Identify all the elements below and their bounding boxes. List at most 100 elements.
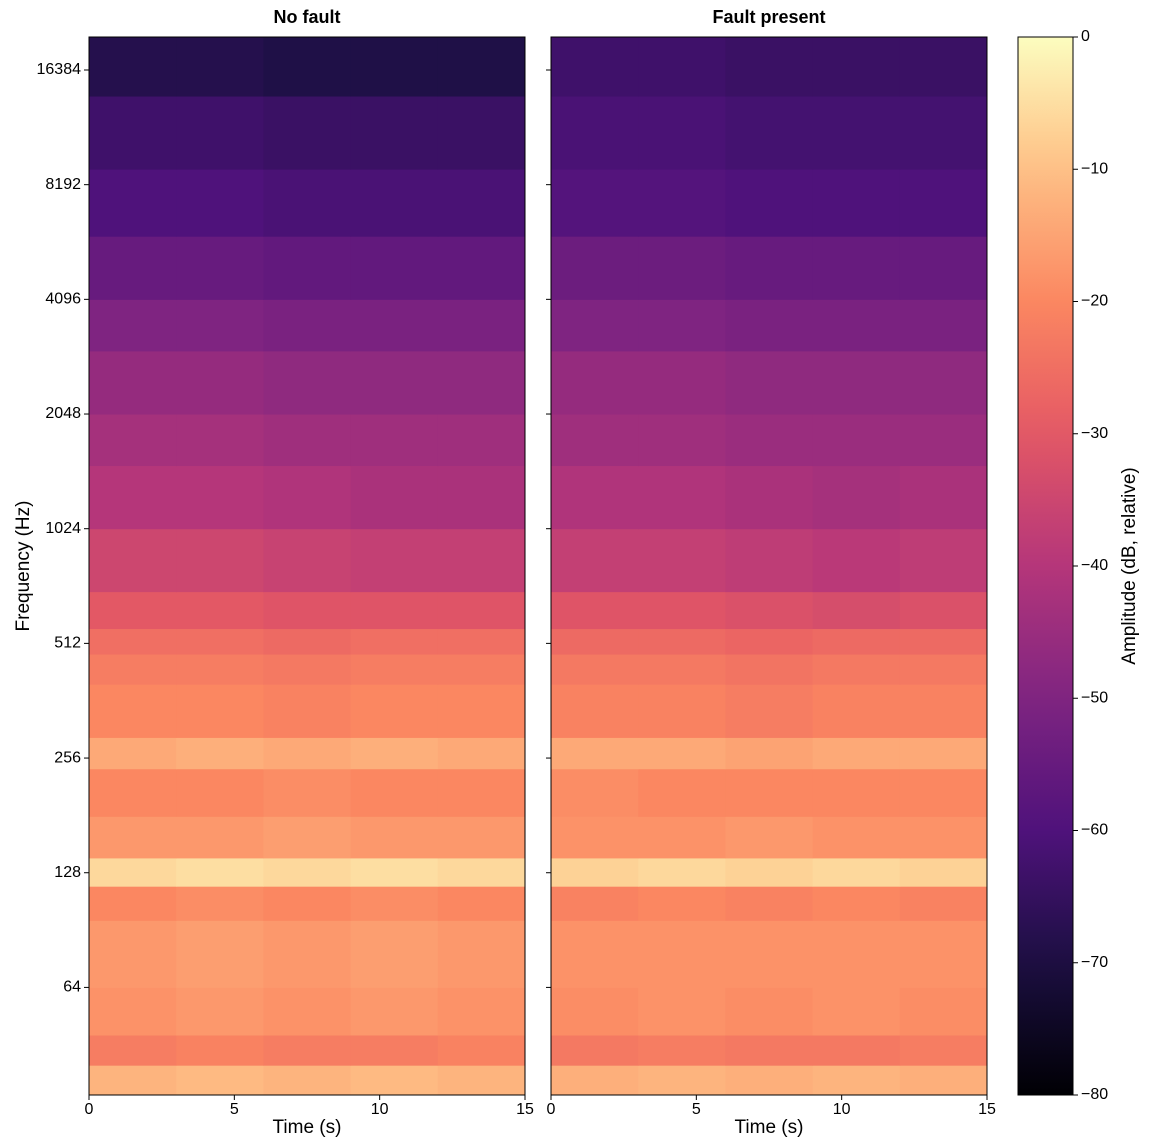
heatmap-cell	[176, 414, 264, 467]
heatmap-cell	[638, 628, 726, 655]
heatmap-cell	[812, 299, 901, 352]
y-tick-label: 4096	[45, 291, 81, 308]
heatmap-cell	[89, 768, 177, 817]
heatmap-cell	[350, 37, 439, 97]
x-axis-label: Time (s)	[273, 1117, 342, 1138]
heatmap-cell	[437, 768, 526, 817]
heatmap-cell	[551, 299, 639, 352]
heatmap-cell	[638, 465, 726, 530]
heatmap-cell	[263, 684, 352, 738]
colorbar	[1017, 36, 1074, 1096]
heatmap-cell	[899, 768, 988, 817]
heatmap-cell	[89, 465, 177, 530]
heatmap-cell	[725, 414, 814, 467]
x-tick-label: 15	[978, 1101, 996, 1118]
y-tick-label: 1024	[45, 520, 81, 537]
heatmap-cell	[263, 857, 352, 887]
heatmap-cell	[638, 886, 726, 921]
heatmap-cell	[899, 591, 988, 630]
heatmap-cell	[638, 169, 726, 237]
heatmap-cell	[899, 816, 988, 859]
heatmap-cell	[437, 236, 526, 300]
heatmap-cell	[176, 169, 264, 237]
heatmap-cell	[551, 169, 639, 237]
heatmap-cell	[350, 654, 439, 685]
heatmap-cell	[899, 987, 988, 1036]
x-tick-label: 10	[371, 1101, 389, 1118]
heatmap-cell	[899, 654, 988, 685]
heatmap-cell	[176, 654, 264, 685]
heatmap-cell	[899, 1065, 988, 1096]
heatmap-cell	[638, 684, 726, 738]
heatmap-cell	[350, 987, 439, 1036]
heatmap-cell	[638, 654, 726, 685]
colorbar-tick-label: −50	[1081, 689, 1108, 706]
heatmap-cell	[812, 768, 901, 817]
heatmap-cell	[89, 350, 177, 415]
heatmap-cell	[812, 886, 901, 921]
heatmap-cell	[263, 236, 352, 300]
heatmap-cell	[263, 1065, 352, 1096]
heatmap-cell	[899, 684, 988, 738]
heatmap-cell	[437, 654, 526, 685]
heatmap-cell	[350, 414, 439, 467]
heatmap-cell	[263, 37, 352, 97]
heatmap-cell	[350, 628, 439, 655]
heatmap-cell	[551, 920, 639, 988]
heatmap-cell	[176, 768, 264, 817]
heatmap-cell	[551, 684, 639, 738]
heatmap-cell	[263, 628, 352, 655]
colorbar-tick-label: −20	[1081, 293, 1108, 310]
heatmap-cell	[437, 1035, 526, 1066]
plot-frame	[88, 36, 526, 1096]
heatmap-cell	[437, 350, 526, 415]
heatmap-cell	[899, 920, 988, 988]
heatmap-cell	[551, 1035, 639, 1066]
x-tick-label: 0	[547, 1101, 556, 1118]
heatmap-cell	[899, 737, 988, 770]
heatmap-cell	[350, 1035, 439, 1066]
heatmap-cell	[176, 236, 264, 300]
heatmap-cell	[89, 1035, 177, 1066]
heatmap-cell	[89, 857, 177, 887]
colorbar-tick-label: −30	[1081, 425, 1108, 442]
heatmap-cell	[551, 987, 639, 1036]
heatmap-cell	[899, 857, 988, 887]
heatmap-cell	[263, 768, 352, 817]
heatmap-cell	[551, 465, 639, 530]
heatmap-cell	[350, 169, 439, 237]
heatmap-cell	[350, 920, 439, 988]
heatmap-cell	[899, 886, 988, 921]
heatmap-cell	[638, 591, 726, 630]
heatmap-cell	[638, 768, 726, 817]
heatmap-cell	[551, 591, 639, 630]
heatmap-cell	[725, 528, 814, 593]
heatmap-cell	[350, 886, 439, 921]
heatmap-cell	[176, 591, 264, 630]
heatmap-cell	[812, 816, 901, 859]
heatmap-cell	[437, 96, 526, 170]
heatmap-cell	[437, 816, 526, 859]
heatmap-cell	[725, 684, 814, 738]
heatmap-cell	[176, 528, 264, 593]
heatmap-cell	[263, 1035, 352, 1066]
heatmap-cell	[263, 920, 352, 988]
heatmap-cell	[437, 169, 526, 237]
heatmap-cell	[437, 920, 526, 988]
heatmap-cell	[899, 236, 988, 300]
heatmap-cell	[725, 37, 814, 97]
y-tick-label: 512	[54, 635, 81, 652]
heatmap-cell	[89, 591, 177, 630]
heatmap-cell	[551, 768, 639, 817]
x-tick-label: 0	[85, 1101, 94, 1118]
panel-title: No fault	[274, 7, 341, 27]
heatmap-cell	[89, 236, 177, 300]
heatmap-cell	[350, 465, 439, 530]
heatmap-cell	[725, 920, 814, 988]
heatmap-cell	[725, 768, 814, 817]
heatmap-cell	[176, 37, 264, 97]
heatmap-cell	[638, 414, 726, 467]
heatmap-cell	[638, 920, 726, 988]
heatmap-cell	[437, 857, 526, 887]
heatmap-cell	[551, 737, 639, 770]
